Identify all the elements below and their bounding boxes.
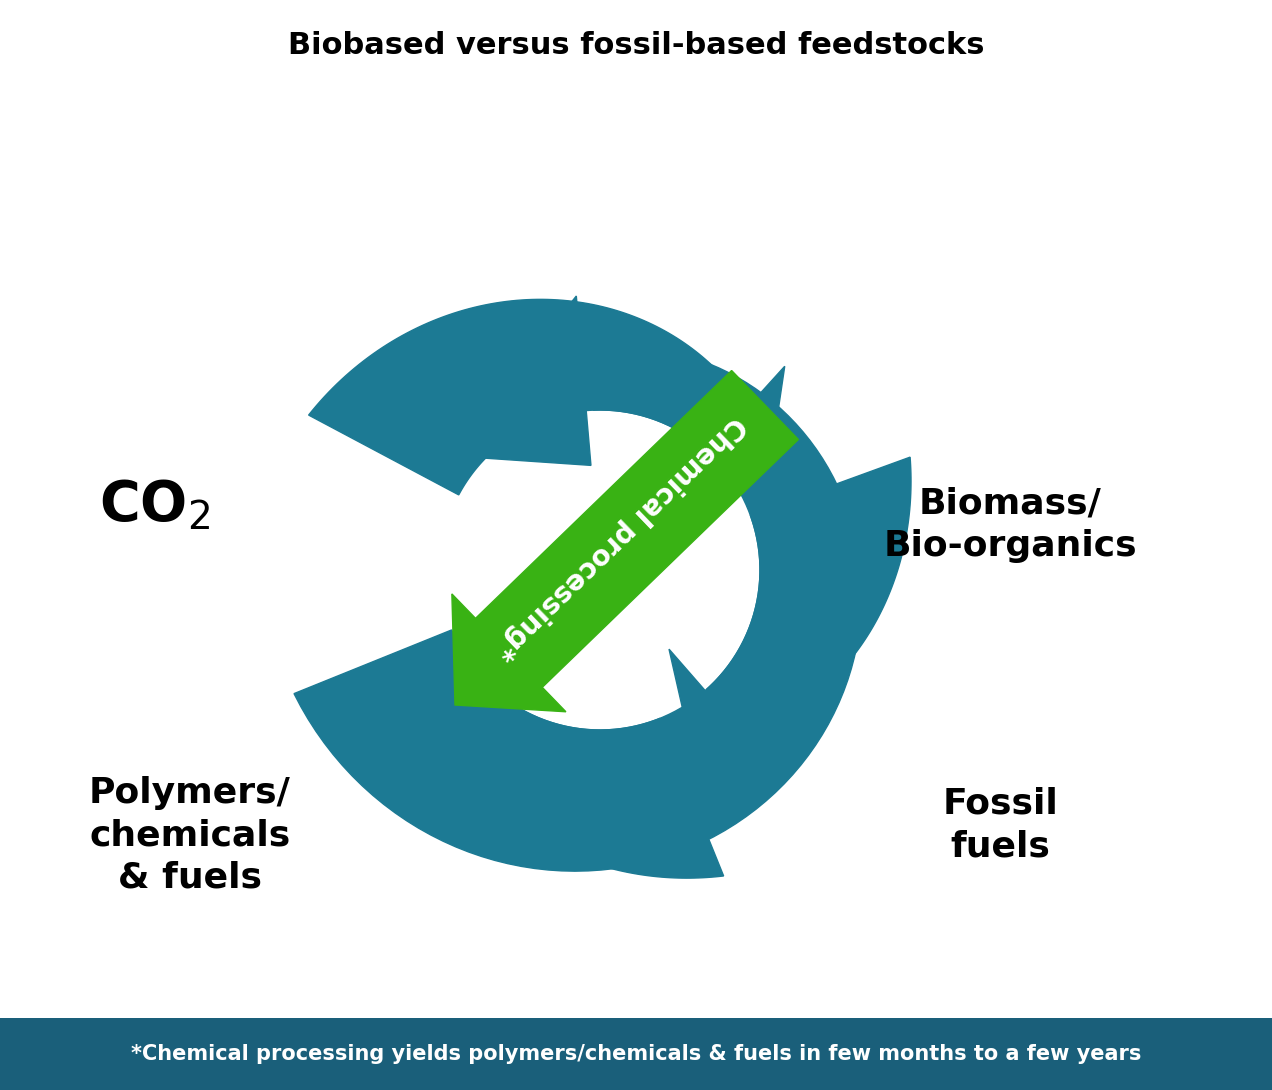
Text: Biomass/
Bio-organics: Biomass/ Bio-organics (883, 487, 1137, 564)
Polygon shape (294, 348, 861, 871)
Text: Chemical processing*: Chemical processing* (490, 410, 750, 664)
Polygon shape (436, 677, 724, 879)
Text: Biobased versus fossil-based feedstocks: Biobased versus fossil-based feedstocks (287, 31, 985, 60)
Text: CO$_2$: CO$_2$ (99, 479, 211, 532)
Polygon shape (670, 366, 785, 493)
Polygon shape (452, 594, 566, 712)
Polygon shape (707, 457, 911, 734)
Text: *Chemical processing yields polymers/chemicals & fuels in few months to a few ye: *Chemical processing yields polymers/che… (131, 1044, 1141, 1064)
Polygon shape (394, 640, 522, 752)
Polygon shape (476, 371, 799, 688)
Polygon shape (448, 296, 591, 465)
Polygon shape (309, 300, 745, 495)
Polygon shape (669, 650, 781, 777)
Text: $10^6$ Yrs: $10^6$ Yrs (874, 681, 968, 708)
Bar (0, 1018, 1272, 1090)
Text: Fossil
fuels: Fossil fuels (943, 787, 1058, 863)
Text: Polymers/
chemicals
& fuels: Polymers/ chemicals & fuels (89, 776, 291, 894)
